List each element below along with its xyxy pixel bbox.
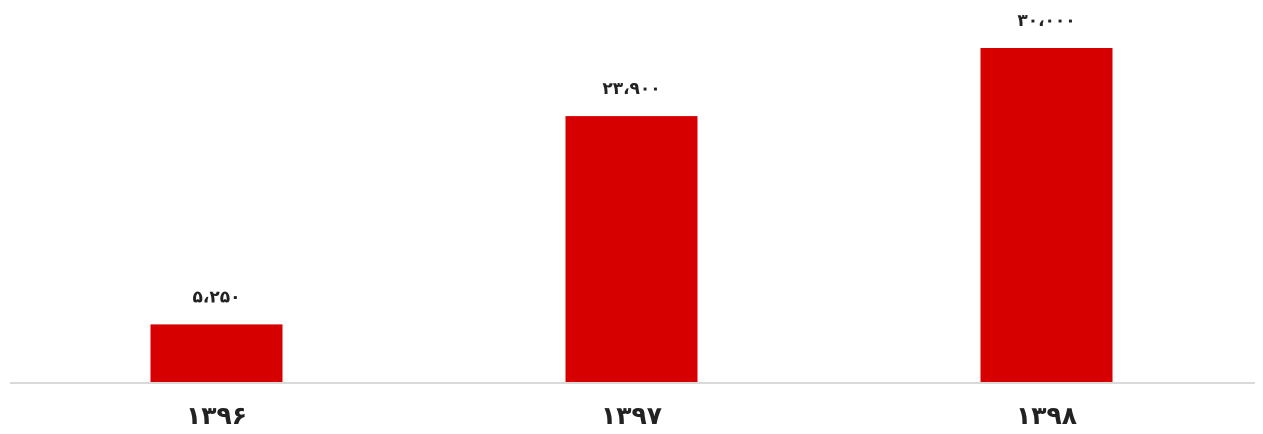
x-tick-label-3: ۱۳۹۸ — [1016, 401, 1077, 430]
data-labels-group: ۵،۲۵۰ ۲۳،۹۰۰ ۳۰،۰۰۰ — [193, 11, 1076, 307]
x-tick-label-1: ۱۳۹۶ — [186, 401, 247, 430]
data-label-3: ۳۰،۰۰۰ — [1017, 11, 1075, 31]
bar-2 — [565, 116, 698, 383]
data-label-2: ۲۳،۹۰۰ — [602, 79, 660, 99]
x-tick-label-2: ۱۳۹۷ — [601, 401, 662, 430]
bars-group — [150, 48, 1113, 383]
x-tick-labels-group: ۱۳۹۶ ۱۳۹۷ ۱۳۹۸ — [186, 401, 1077, 430]
bar-1 — [150, 324, 283, 383]
bar-3 — [980, 48, 1113, 383]
data-label-1: ۵،۲۵۰ — [193, 287, 241, 307]
